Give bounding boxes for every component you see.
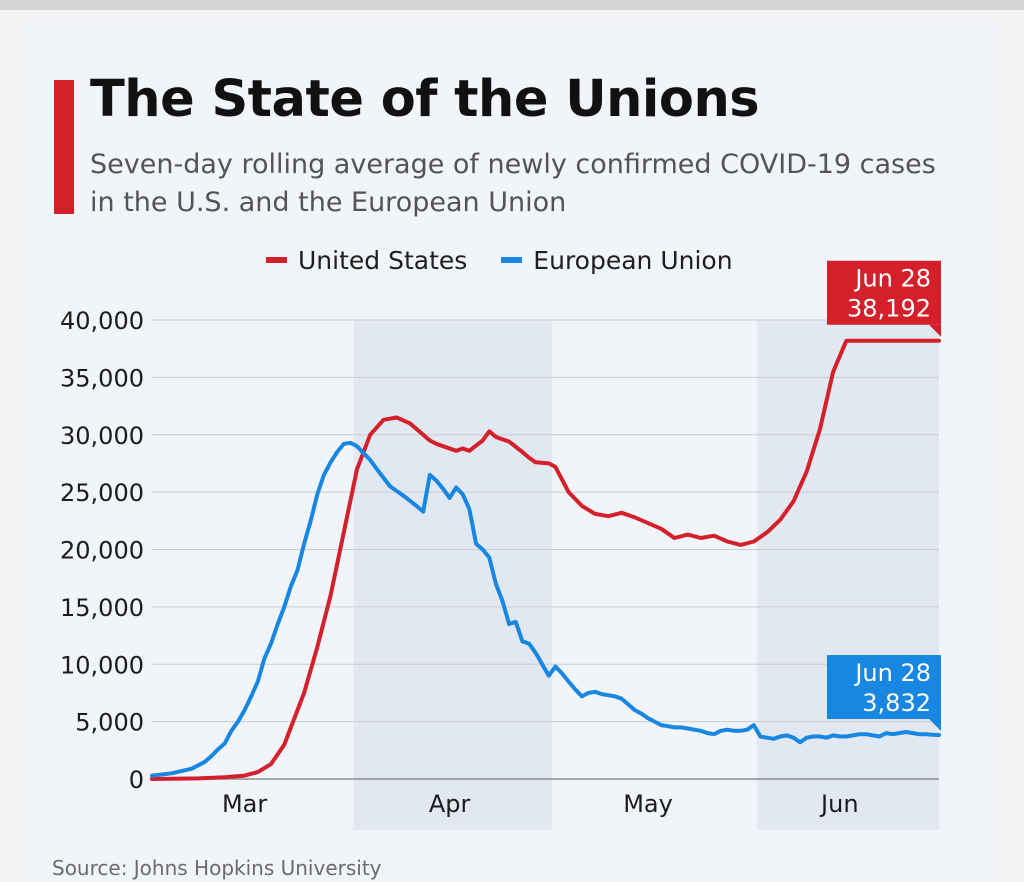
series-line-us — [150, 338, 941, 781]
title-accent-bar — [54, 80, 74, 214]
callout-pointer — [929, 719, 941, 732]
chart-subtitle: Seven-day rolling average of newly confi… — [90, 149, 936, 218]
x-tick-label: May — [623, 790, 673, 818]
month-shade-band — [353, 320, 553, 830]
y-tick-label: 40,000 — [60, 307, 144, 335]
series-line-eu — [150, 440, 941, 778]
y-tick-label: 25,000 — [60, 479, 144, 507]
x-tick-label: Apr — [429, 790, 471, 818]
legend-item-eu: European Union — [501, 245, 733, 275]
legend-label-us: United States — [298, 245, 468, 275]
callout-eu: Jun 283,832 — [827, 655, 941, 732]
legend-swatch-us — [266, 257, 287, 263]
callout-date: Jun 28 — [853, 265, 931, 293]
chart-title: The State of the Unions — [90, 70, 760, 129]
callout-box — [827, 655, 941, 720]
legend-label-eu: European Union — [533, 245, 733, 275]
callout-box — [827, 260, 941, 325]
y-tick-label: 20,000 — [60, 537, 144, 565]
y-tick-label: 15,000 — [60, 594, 144, 622]
chart-legend: United States European Union — [266, 244, 767, 276]
y-tick-label: 10,000 — [60, 651, 144, 679]
legend-swatch-eu — [501, 257, 523, 263]
x-tick-label: Jun — [819, 790, 859, 818]
month-shade-band — [757, 320, 939, 830]
callout-value: 3,832 — [862, 689, 931, 717]
y-tick-label: 35,000 — [60, 364, 144, 392]
y-tick-label: 0 — [129, 766, 144, 794]
y-tick-label: 30,000 — [60, 422, 144, 450]
callout-date: Jun 28 — [853, 659, 931, 687]
y-tick-label: 5,000 — [75, 709, 144, 737]
callout-pointer — [929, 324, 941, 337]
x-tick-label: Mar — [222, 790, 267, 818]
window-top-bar — [0, 0, 1024, 10]
chart-source: Source: Johns Hopkins University — [52, 856, 382, 880]
callout-value: 38,192 — [847, 295, 931, 323]
legend-item-us: United States — [266, 246, 467, 275]
